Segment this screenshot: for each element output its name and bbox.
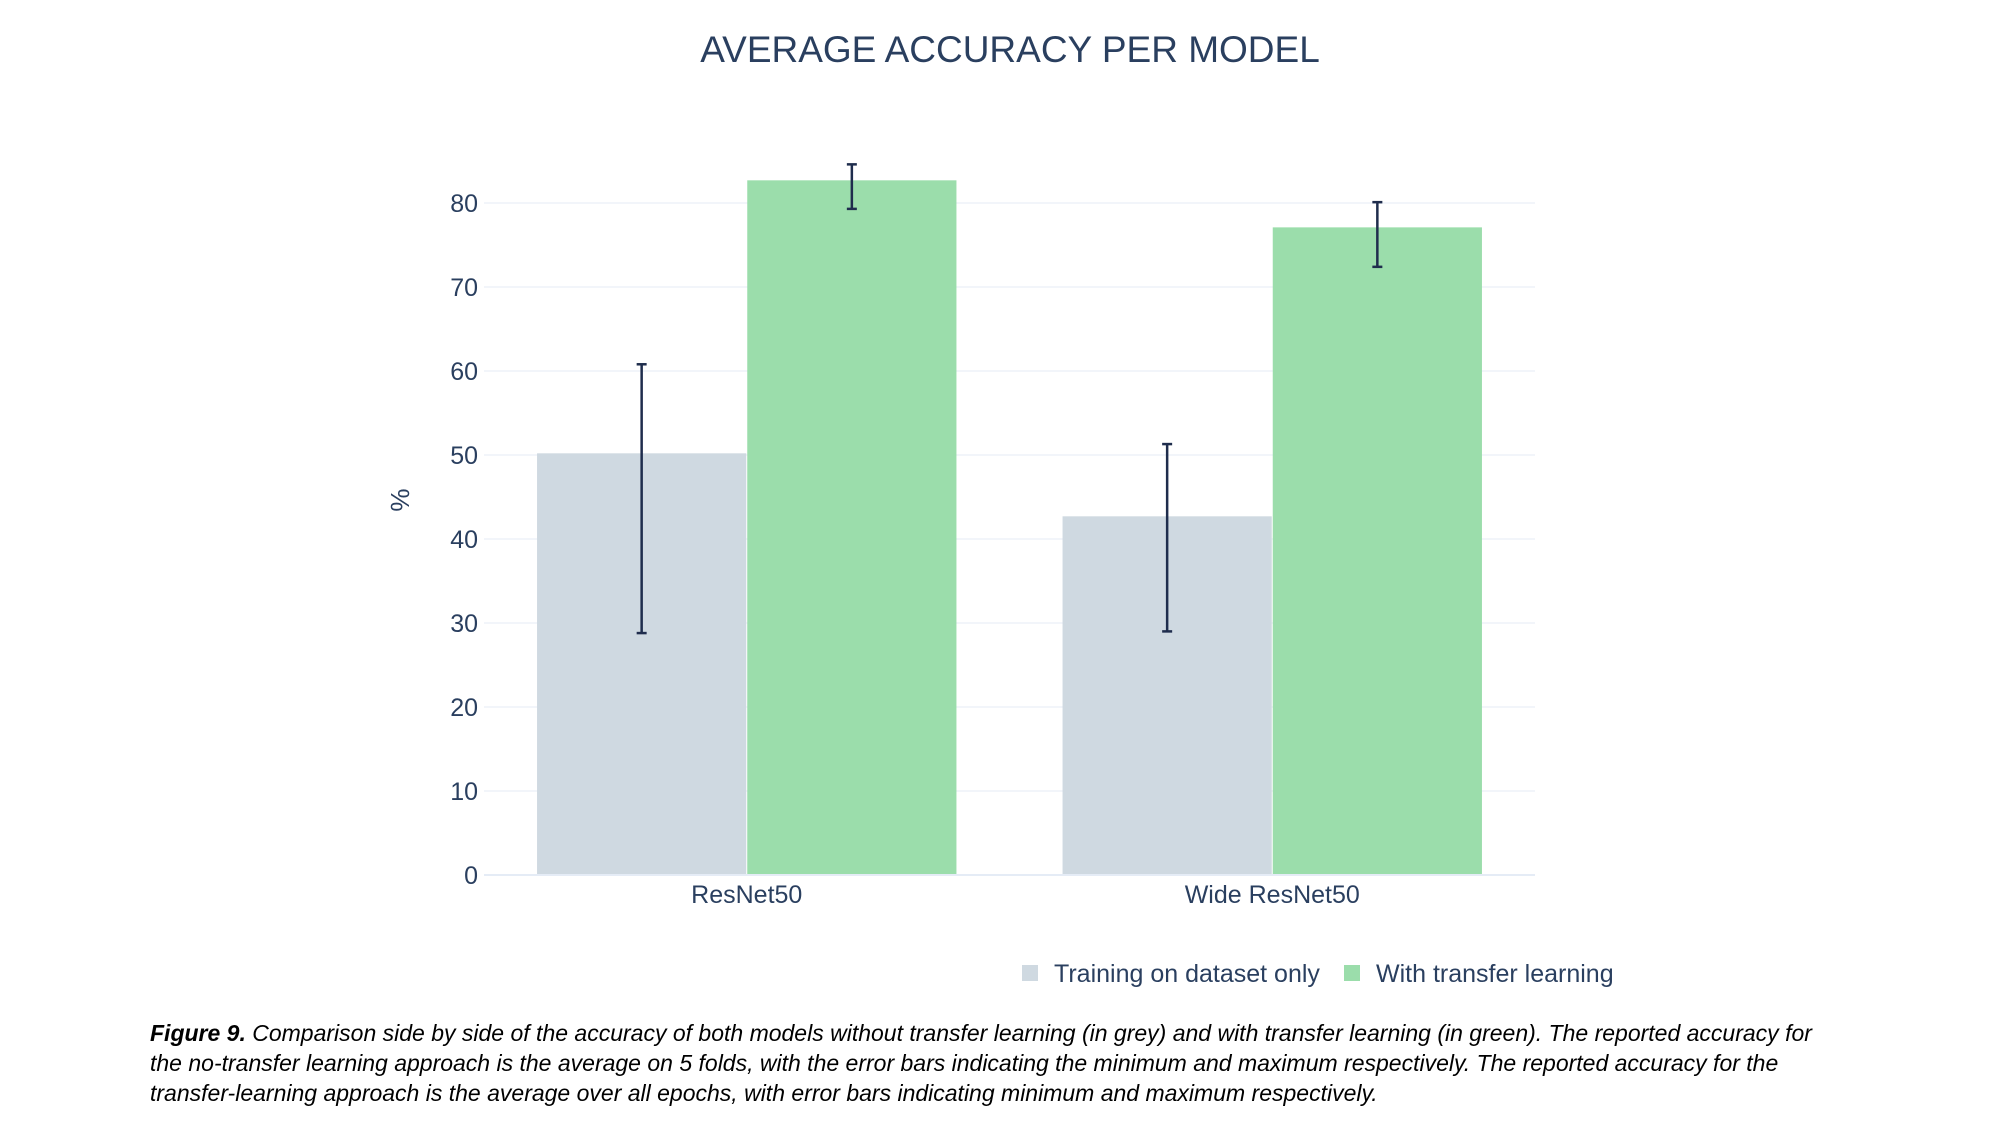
legend-swatch xyxy=(1344,965,1360,981)
y-tick-label: 10 xyxy=(450,778,478,806)
y-tick-label: 60 xyxy=(450,358,478,386)
y-tick-label: 20 xyxy=(450,694,478,722)
y-tick-label: 80 xyxy=(450,190,478,218)
y-tick-label: 0 xyxy=(464,862,478,890)
x-tick-label: ResNet50 xyxy=(691,881,802,909)
y-axis-label: % xyxy=(385,488,415,511)
legend-swatch xyxy=(1022,965,1038,981)
y-axis-ticks: 0 10 20 30 40 50 60 70 80 xyxy=(450,190,478,890)
y-tick-label: 70 xyxy=(450,274,478,302)
y-tick-label: 40 xyxy=(450,526,478,554)
caption-text: Comparison side by side of the accuracy … xyxy=(150,1020,1812,1106)
x-tick-label: Wide ResNet50 xyxy=(1185,881,1360,909)
y-tick-label: 50 xyxy=(450,442,478,470)
legend: Training on dataset only With transfer le… xyxy=(1022,960,1614,988)
bar xyxy=(1272,227,1482,876)
error-bars xyxy=(636,163,1383,635)
bar xyxy=(747,180,957,875)
bar-chart: AVERAGE ACCURACY PER MODEL 0 10 20 30 40 50 60… xyxy=(385,29,1614,988)
y-tick-label: 30 xyxy=(450,610,478,638)
legend-label: Training on dataset only xyxy=(1054,960,1320,988)
chart-title: AVERAGE ACCURACY PER MODEL xyxy=(700,29,1320,70)
legend-label: With transfer learning xyxy=(1376,960,1614,988)
caption-label: Figure 9. xyxy=(150,1020,246,1046)
x-axis-ticks: ResNet50 Wide ResNet50 xyxy=(691,881,1360,909)
bars xyxy=(537,180,1482,876)
figure-caption: Figure 9. Comparison side by side of the… xyxy=(150,1018,1850,1108)
